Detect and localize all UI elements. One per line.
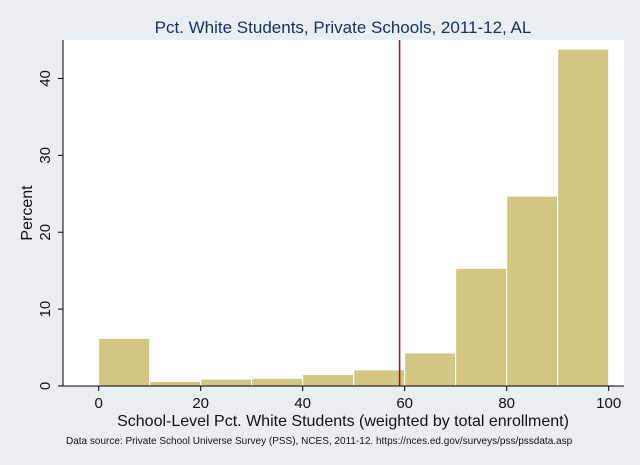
x-tick-label: 60 [396,395,413,412]
histogram-bar [98,337,151,387]
histogram-bar [200,378,253,387]
y-axis-title: Percent [19,185,36,241]
bars [98,48,610,387]
histogram-bar [455,267,508,387]
x-tick-label: 80 [498,395,515,412]
chart-title: Pct. White Students, Private Schools, 20… [155,18,532,37]
y-tick-label: 0 [37,382,54,390]
x-tick-label: 40 [294,395,311,412]
x-tick-label: 100 [596,395,621,412]
y-axis-ticks: 0 10 20 30 40 [37,70,63,390]
x-tick-label: 0 [95,395,103,412]
histogram-bar [506,195,559,387]
y-tick-label: 30 [37,147,54,164]
histogram-bar [404,352,457,387]
y-tick-label: 20 [37,224,54,241]
x-tick-label: 20 [192,395,209,412]
histogram-bar [353,369,406,387]
histogram-bar [302,373,355,387]
histogram-bar [557,48,610,387]
y-tick-label: 10 [37,301,54,318]
data-source-note: Data source: Private School Universe Sur… [66,436,573,447]
histogram-bar [251,377,304,387]
histogram-bar [149,380,202,387]
y-tick-label: 40 [37,70,54,87]
x-axis-title: School-Level Pct. White Students (weight… [117,413,569,430]
x-axis-ticks: 0 20 40 60 80 100 [95,386,621,412]
